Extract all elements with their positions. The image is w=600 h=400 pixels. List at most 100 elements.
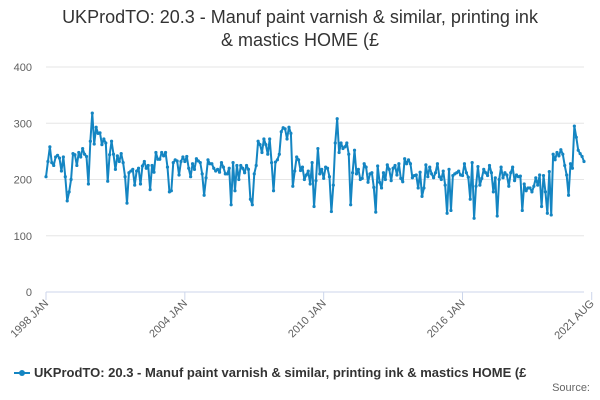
data-point[interactable] (507, 184, 511, 188)
data-point[interactable] (219, 161, 224, 165)
data-point[interactable] (163, 150, 168, 155)
data-point[interactable] (154, 150, 158, 155)
data-point[interactable] (304, 173, 308, 177)
data-point[interactable] (576, 148, 580, 152)
data-point[interactable] (572, 124, 576, 128)
data-point[interactable] (177, 173, 181, 177)
data-point[interactable] (246, 167, 251, 171)
data-point[interactable] (578, 152, 582, 156)
data-point[interactable] (372, 185, 376, 189)
data-point[interactable] (331, 183, 335, 187)
data-point[interactable] (138, 182, 143, 186)
data-point[interactable] (117, 159, 121, 164)
data-point[interactable] (277, 152, 281, 156)
data-point[interactable] (559, 148, 563, 152)
data-point[interactable] (414, 173, 418, 177)
data-point[interactable] (148, 188, 152, 192)
data-point[interactable] (524, 189, 528, 193)
data-point[interactable] (534, 176, 538, 180)
data-point[interactable] (322, 176, 326, 180)
data-point[interactable] (142, 159, 146, 164)
data-point[interactable] (476, 164, 480, 169)
data-point[interactable] (308, 182, 312, 186)
data-point[interactable] (275, 158, 279, 162)
data-point[interactable] (233, 189, 237, 193)
data-point[interactable] (501, 176, 505, 180)
data-point[interactable] (298, 168, 303, 173)
data-point[interactable] (102, 137, 106, 141)
data-point[interactable] (499, 165, 503, 169)
data-point[interactable] (289, 131, 293, 135)
data-point[interactable] (493, 176, 497, 180)
data-point[interactable] (487, 163, 492, 168)
data-point[interactable] (88, 139, 92, 143)
data-point[interactable] (67, 190, 71, 194)
data-point[interactable] (480, 176, 484, 180)
data-point[interactable] (320, 167, 324, 171)
data-point[interactable] (133, 183, 137, 187)
data-point[interactable] (374, 210, 378, 214)
data-point[interactable] (244, 163, 249, 168)
data-point[interactable] (364, 165, 368, 169)
data-point[interactable] (472, 216, 476, 220)
data-point[interactable] (520, 208, 524, 213)
data-point[interactable] (391, 166, 395, 170)
data-point[interactable] (86, 182, 91, 186)
data-point[interactable] (547, 170, 551, 174)
data-point[interactable] (258, 143, 262, 147)
data-point[interactable] (349, 203, 353, 207)
data-point[interactable] (316, 146, 320, 151)
data-point[interactable] (460, 173, 465, 178)
data-point[interactable] (509, 171, 513, 175)
data-point[interactable] (252, 172, 256, 176)
data-point[interactable] (379, 186, 384, 190)
data-point[interactable] (63, 175, 67, 179)
data-point[interactable] (235, 163, 239, 168)
data-point[interactable] (279, 130, 283, 134)
data-point[interactable] (121, 161, 125, 165)
data-point[interactable] (312, 204, 316, 209)
data-point[interactable] (352, 148, 357, 152)
data-point[interactable] (482, 167, 486, 171)
data-point[interactable] (48, 145, 52, 149)
data-point[interactable] (302, 177, 306, 182)
data-point[interactable] (140, 164, 145, 168)
data-point[interactable] (439, 177, 443, 182)
data-point[interactable] (530, 190, 534, 194)
data-point[interactable] (264, 143, 268, 147)
data-point[interactable] (543, 190, 548, 194)
data-point[interactable] (79, 155, 83, 159)
data-point[interactable] (468, 197, 472, 201)
data-point[interactable] (250, 203, 254, 207)
data-point[interactable] (333, 141, 337, 145)
data-point[interactable] (532, 184, 536, 188)
data-point[interactable] (395, 173, 399, 177)
data-point[interactable] (389, 179, 393, 183)
data-point[interactable] (431, 176, 436, 180)
data-point[interactable] (241, 166, 245, 170)
data-point[interactable] (325, 166, 330, 170)
data-point[interactable] (165, 165, 170, 169)
data-point[interactable] (378, 180, 382, 184)
data-point[interactable] (59, 169, 64, 173)
data-point[interactable] (553, 158, 557, 162)
data-point[interactable] (437, 175, 441, 179)
data-point[interactable] (512, 179, 517, 183)
data-point[interactable] (401, 180, 405, 184)
data-point[interactable] (462, 162, 467, 166)
data-point[interactable] (457, 169, 461, 173)
data-point[interactable] (329, 209, 333, 214)
data-point[interactable] (528, 186, 532, 190)
data-point[interactable] (90, 111, 94, 115)
data-point[interactable] (505, 173, 509, 177)
data-point[interactable] (81, 146, 85, 151)
data-point[interactable] (285, 137, 289, 141)
data-point[interactable] (383, 177, 387, 182)
data-point[interactable] (50, 161, 54, 165)
data-point[interactable] (237, 177, 241, 182)
data-point[interactable] (291, 184, 295, 188)
data-point[interactable] (318, 172, 322, 176)
data-point[interactable] (416, 186, 420, 190)
data-point[interactable] (538, 173, 542, 177)
data-point[interactable] (549, 213, 553, 217)
